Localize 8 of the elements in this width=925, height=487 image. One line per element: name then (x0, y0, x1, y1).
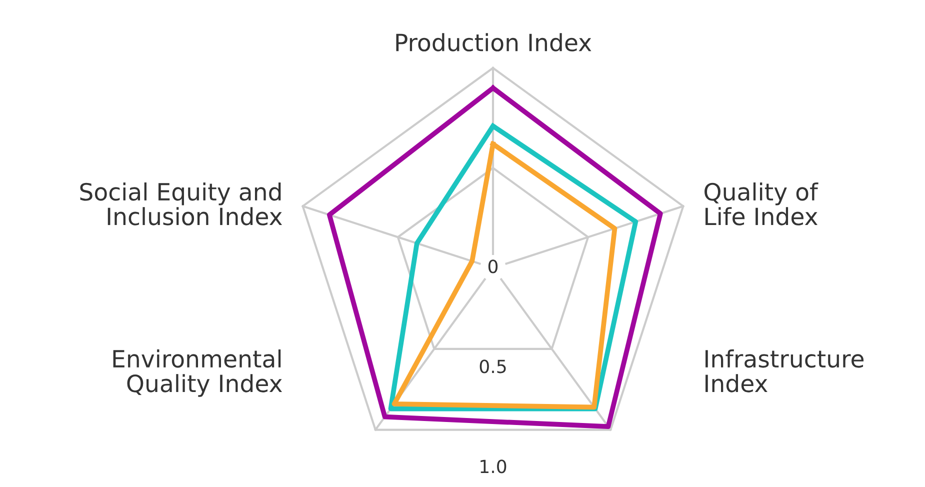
y-tick-label: 0.5 (480, 360, 506, 374)
y-tick-label: 0 (488, 260, 498, 274)
spoke-label: Quality of Life Index (704, 182, 818, 226)
spoke-label: Social Equity and Inclusion Index (80, 182, 282, 226)
spoke-label: Environmental Quality Index (113, 349, 282, 397)
y-tick-label: 1.0 (480, 460, 506, 474)
spoke-label: Infrastructure Index (706, 349, 864, 392)
spoke-label: Production Index (396, 33, 592, 52)
